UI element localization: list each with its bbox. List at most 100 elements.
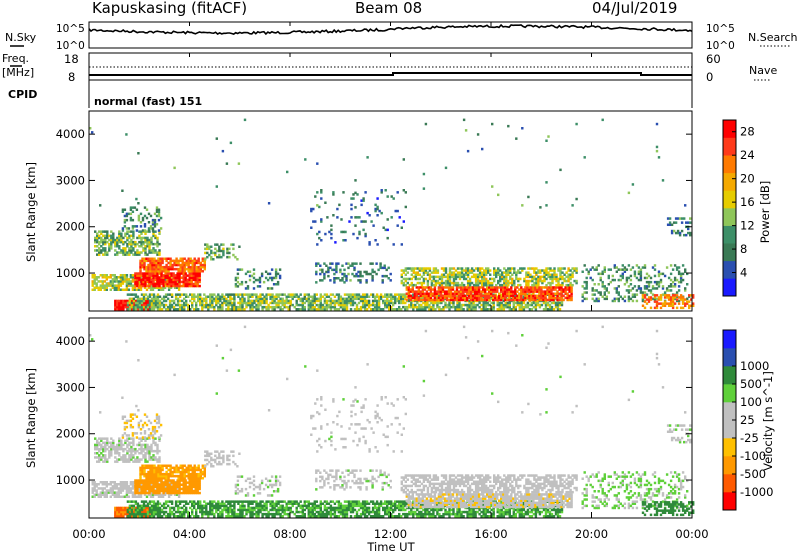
power-cell [658,156,660,159]
power-cell [682,307,684,310]
power-cell [138,230,140,233]
power-cell [521,204,523,207]
power-cell [452,286,454,289]
power-cell [684,204,686,207]
power-cell [628,264,630,267]
power-cell [439,276,441,279]
power-cell [678,266,680,269]
power-cell [304,306,306,309]
power-cell [584,156,586,159]
power-cell [521,267,523,270]
power-cell [381,189,383,192]
velocity-cell [138,479,140,482]
power-cell [598,298,600,301]
power-cell [678,285,680,288]
power-cell [197,308,199,311]
power-cell [118,245,120,248]
power-cell [632,300,634,303]
power-cell [312,208,314,211]
power-cell [559,169,561,172]
power-cell [320,189,322,192]
power-cell [391,216,393,219]
power-cell [561,267,563,270]
beam-title: Beam 08 [355,0,422,17]
power-cell [374,239,376,242]
power-cell [125,133,127,136]
power-cell [401,227,403,230]
power-cell [669,217,671,220]
power-cell [640,287,642,290]
power-cell [387,237,389,240]
power-cell [479,267,481,270]
power-cell [198,266,200,269]
power-cell [319,265,321,268]
power-cell [228,252,230,255]
power-cell [324,233,326,236]
power-cell [371,262,373,265]
power-cell [362,229,364,232]
power-cell [171,293,173,296]
power-cell [98,280,100,283]
power-cell [179,293,181,296]
power-colorbar-segment [723,278,736,296]
power-cell [622,268,624,271]
power-cell [634,271,636,274]
power-cell [154,219,156,222]
power-cell [226,162,228,165]
velocity-heatmap [89,326,694,518]
power-cell [243,298,245,301]
power-cell [316,191,318,194]
power-cell [575,123,577,126]
power-cell [128,227,130,230]
power-cell [329,279,331,282]
power-cell [642,266,644,269]
power-cell [354,206,356,209]
power-cell [440,308,442,311]
power-cell [676,307,678,310]
power-cell [261,273,263,276]
power-cell [199,293,201,296]
power-cell [393,243,395,246]
power-cell [160,227,162,230]
power-cell [683,217,685,220]
power-cell [654,275,656,278]
power-cell [610,268,612,271]
power-cell [372,224,374,227]
power-colorbar-segment [723,155,736,173]
power-cell [244,119,246,122]
power-cell [632,266,634,269]
power-cell [148,221,150,224]
power-colorbar-tick-label: 20 [740,172,755,186]
power-cell [481,148,483,151]
power-cell [407,271,409,274]
power-cell [358,231,360,234]
power-cell [602,296,604,299]
power-cell [341,265,343,268]
power-cell [330,229,332,232]
power-cell [445,167,447,170]
power-cell [523,267,525,270]
power-cell [239,283,241,286]
power-cell [343,269,345,272]
power-cell [319,279,321,282]
power-cell [662,285,664,288]
power-cell [349,279,351,282]
power-cell [98,247,100,250]
noise-axis-top-right: 10^5 [706,23,735,35]
power-cell [239,293,241,296]
power-cell [600,291,602,294]
power-cell [387,195,389,198]
power-cell [347,273,349,276]
power-colorbar-segment [723,173,736,191]
power-cell [602,271,604,274]
power-cell [390,279,392,282]
power-cell [608,291,610,294]
power-cell [179,300,181,303]
velocity-cell [199,492,201,495]
power-cell [624,300,626,303]
power-cell [412,286,414,289]
power-cell [330,224,332,227]
power-cell [232,243,234,246]
power-colorbar-tick-label: 24 [740,148,755,162]
power-cell [360,296,362,299]
